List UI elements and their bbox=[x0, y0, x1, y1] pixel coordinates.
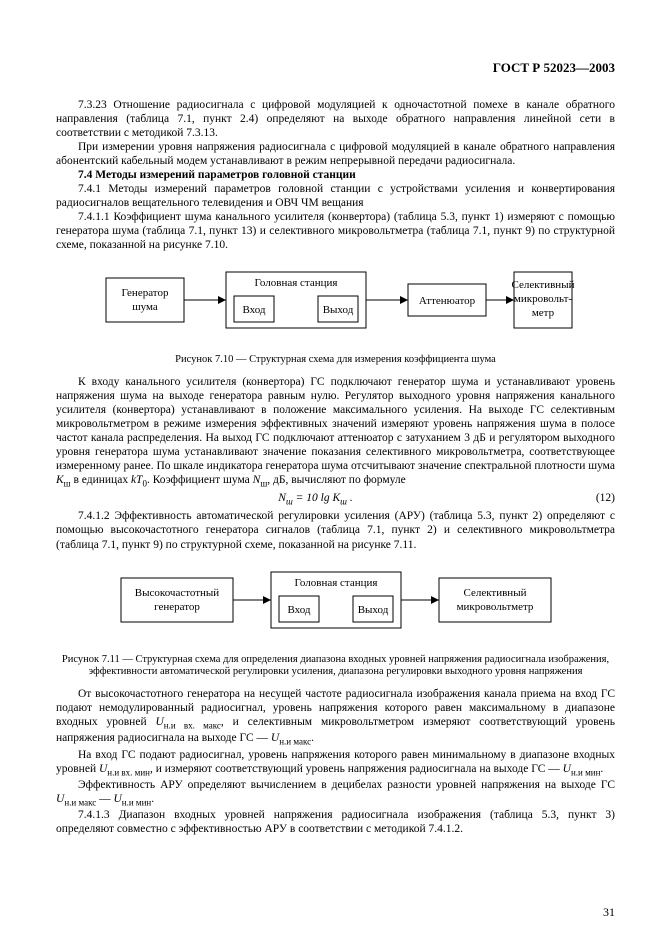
figure-7-11-caption: Рисунок 7.11 — Структурная схема для опр… bbox=[56, 654, 615, 680]
svg-text:Высокочастотный: Высокочастотный bbox=[134, 587, 219, 599]
para-7-3-23: 7.3.23 Отношение радиосигнала с цифровой… bbox=[56, 98, 615, 140]
svg-text:Аттенюатор: Аттенюатор bbox=[418, 295, 475, 307]
figure-7-10: Генератор шума Головная станция Вход Вых… bbox=[56, 258, 615, 348]
svg-text:Выход: Выход bbox=[322, 304, 353, 316]
svg-text:шума: шума bbox=[132, 301, 158, 313]
para-note: При измерении уровня напряжения радиосиг… bbox=[56, 140, 615, 168]
para-7-4-1-1: 7.4.1.1 Коэффициент шума канального усил… bbox=[56, 210, 615, 252]
svg-text:Головная станция: Головная станция bbox=[294, 577, 377, 589]
svg-text:Генератор: Генератор bbox=[121, 287, 168, 299]
svg-text:Выход: Выход bbox=[357, 604, 388, 616]
para-noise-desc: К входу канального усилителя (конвертора… bbox=[56, 375, 615, 489]
para-aru-eff: Эффективность АРУ определяют вычислением… bbox=[56, 778, 615, 808]
svg-text:Вход: Вход bbox=[242, 304, 265, 316]
page-number: 31 bbox=[603, 905, 615, 920]
heading-7-4: 7.4 Методы измерений параметров головной… bbox=[56, 168, 615, 182]
para-gen-desc-2: На вход ГС подают радиосигнал, уровень н… bbox=[56, 748, 615, 778]
svg-text:Селективный: Селективный bbox=[511, 279, 574, 291]
figure-7-11: Высокочастотный генератор Головная станц… bbox=[56, 558, 615, 648]
svg-text:Селективный: Селективный bbox=[463, 587, 526, 599]
para-7-4-1: 7.4.1 Методы измерений параметров головн… bbox=[56, 182, 615, 210]
para-7-4-1-2: 7.4.1.2 Эффективность автоматической рег… bbox=[56, 509, 615, 551]
formula-12: Nш = 10 lg Kш . (12) bbox=[56, 491, 615, 507]
svg-text:Головная станция: Головная станция bbox=[254, 277, 337, 289]
doc-code: ГОСТ Р 52023—2003 bbox=[56, 60, 615, 76]
svg-text:метр: метр bbox=[531, 307, 554, 319]
svg-text:Вход: Вход bbox=[287, 604, 310, 616]
svg-text:микровольтметр: микровольтметр bbox=[456, 601, 533, 613]
para-7-4-1-3: 7.4.1.3 Диапазон входных уровней напряже… bbox=[56, 808, 615, 836]
figure-7-10-caption: Рисунок 7.10 — Структурная схема для изм… bbox=[56, 354, 615, 367]
svg-text:микровольт-: микровольт- bbox=[513, 293, 572, 305]
para-gen-desc-1: От высокочастотного генератора на несуще… bbox=[56, 687, 615, 748]
svg-text:генератор: генератор bbox=[154, 601, 200, 613]
